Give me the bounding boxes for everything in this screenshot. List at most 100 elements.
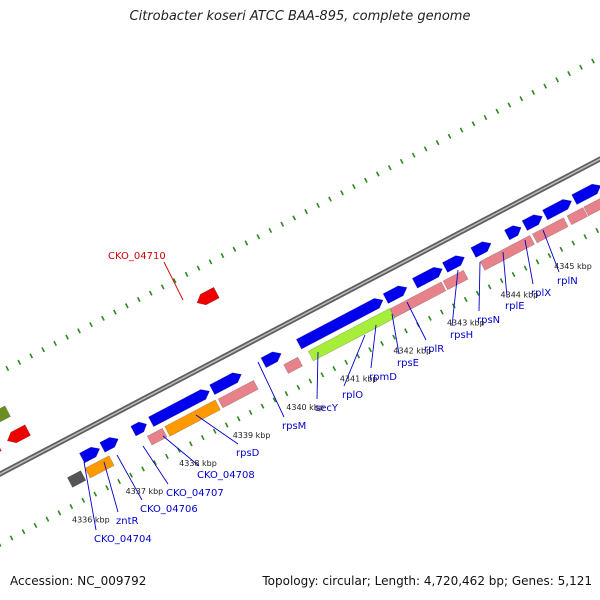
- tick-mark-inner: [463, 296, 468, 303]
- tick-mark-outer: [41, 347, 46, 353]
- tick-mark-inner: [523, 265, 528, 271]
- gene-features: [0, 183, 600, 488]
- tick-mark-inner: [332, 365, 337, 372]
- gene-forward: [521, 214, 543, 231]
- backbone-highlight: [0, 158, 600, 475]
- gene-ribosomal: [532, 217, 569, 244]
- tick-mark-inner: [439, 309, 444, 315]
- tick-mark-outer: [387, 165, 392, 171]
- gene-forward: [209, 372, 242, 396]
- gene-orange: [164, 399, 221, 437]
- kbp-ruler-label: 4341 kbp: [340, 375, 378, 384]
- gene-label-rpsN: rpsN: [477, 315, 500, 326]
- gene-forward: [130, 421, 148, 437]
- tick-mark-outer: [423, 146, 428, 152]
- tick-mark-inner: [129, 472, 133, 478]
- gene-ribosomal: [566, 207, 588, 226]
- tick-mark-inner: [475, 290, 480, 296]
- tick-mark-inner: [571, 240, 576, 246]
- tick-mark-outer: [543, 83, 548, 89]
- tick-mark-inner: [0, 543, 2, 547]
- callout-line: [83, 461, 97, 531]
- tick-mark-inner: [499, 278, 504, 284]
- tick-mark-outer: [53, 340, 57, 347]
- gene-forward: [470, 241, 492, 258]
- genome-summary-text: Topology: circular; Length: 4,720,462 bp…: [262, 574, 592, 588]
- tick-mark-inner: [69, 503, 74, 510]
- tick-mark-inner: [141, 466, 145, 472]
- gene-orange: [84, 455, 115, 479]
- gene-label-zntR: zntR: [116, 516, 139, 527]
- tick-mark-outer: [375, 171, 380, 177]
- callout-line: [142, 445, 169, 485]
- tick-mark-outer: [328, 196, 332, 202]
- tick-mark-inner: [535, 259, 540, 265]
- accession-text: Accession: NC_009792: [10, 574, 147, 588]
- kbp-ruler-label: 4338 kbp: [179, 459, 217, 468]
- tick-mark-outer: [579, 64, 583, 70]
- tick-mark-outer: [483, 114, 488, 121]
- tick-mark-outer: [304, 209, 309, 215]
- gene-label-rpsH: rpsH: [450, 330, 473, 341]
- gene-ribosomal: [283, 356, 303, 374]
- tick-mark-outer: [148, 290, 153, 296]
- gene-label-rplO: rplO: [342, 390, 363, 401]
- genome-backbone: [0, 156, 600, 477]
- callout-line: [542, 229, 560, 273]
- callout-line: [116, 454, 143, 501]
- callout-line: [257, 361, 285, 418]
- tick-mark-inner: [296, 384, 301, 390]
- tick-mark-inner: [212, 428, 217, 434]
- tick-mark-inner: [595, 227, 600, 234]
- gene-label-CKO_04707: CKO_04707: [166, 488, 224, 499]
- kbp-ruler-label: 4344 kbp: [501, 290, 539, 299]
- kbp-ruler-label: 4343 kbp: [447, 318, 485, 327]
- gene-label-rplE: rplE: [505, 301, 525, 312]
- kbp-ruler-label: 4340 kbp: [286, 403, 324, 412]
- tick-mark-inner: [248, 409, 253, 416]
- tick-mark-inner: [21, 529, 26, 535]
- gene-forward: [382, 285, 408, 304]
- tick-mark-outer: [471, 121, 476, 127]
- tick-mark-outer: [399, 158, 404, 165]
- tick-mark-inner: [57, 510, 62, 516]
- kbp-ruler: 4336 kbp 4337 kbp 4338 kbp 4339 kbp 4340 kbp…: [72, 262, 592, 524]
- gene-red: [0, 447, 2, 452]
- gene-label-rplX: rplX: [531, 288, 551, 299]
- callout-line: [478, 261, 481, 312]
- gene-gray: [66, 470, 87, 488]
- kbp-ruler-label: 4345 kbp: [554, 262, 592, 271]
- callout-line: [451, 269, 459, 327]
- tick-mark-outer: [519, 96, 524, 102]
- tick-mark-inner: [9, 535, 14, 541]
- tick-mark-outer: [495, 108, 500, 114]
- tick-mark-outer: [65, 334, 69, 340]
- tick-mark-inner: [236, 416, 241, 422]
- tick-mark-outer: [411, 152, 416, 158]
- tick-mark-outer: [89, 322, 93, 328]
- tick-mark-inner: [153, 460, 157, 466]
- tick-mark-outer: [531, 89, 536, 96]
- tick-mark-outer: [280, 221, 285, 227]
- tick-mark-outer: [160, 284, 165, 290]
- tick-mark-outer: [316, 202, 320, 208]
- callout-line: [502, 251, 508, 298]
- tick-marks: [0, 58, 600, 547]
- gene-forward: [79, 446, 101, 464]
- tick-mark-outer: [459, 127, 464, 133]
- callout-line: [370, 324, 377, 369]
- gene-ribosomal: [442, 269, 469, 291]
- tick-mark-outer: [172, 278, 177, 284]
- gene-label-CKO_04706: CKO_04706: [140, 504, 198, 515]
- tick-mark-outer: [555, 77, 560, 83]
- gene-label-CKO_04708: CKO_04708: [197, 470, 255, 481]
- tick-mark-inner: [320, 372, 325, 378]
- callout-line: [195, 414, 239, 445]
- tick-mark-inner: [188, 441, 193, 447]
- tick-mark-outer: [29, 353, 34, 359]
- tick-mark-outer: [435, 140, 440, 146]
- tick-mark-outer: [184, 271, 189, 277]
- kbp-ruler-label: 4336 kbp: [72, 515, 110, 524]
